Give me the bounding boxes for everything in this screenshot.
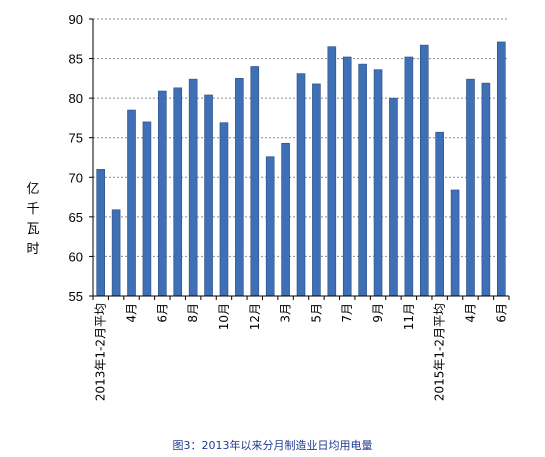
bar — [419, 44, 429, 297]
bar — [342, 56, 352, 297]
x-tick-label: 2013年1-2月平均 — [94, 303, 108, 401]
chart-caption: 图3：2013年以来分月制造业日均用电量 — [172, 439, 373, 452]
x-tick-label: 12月 — [248, 303, 262, 330]
bar — [204, 94, 213, 297]
bar — [496, 41, 506, 297]
y-tick-label: 55 — [69, 289, 83, 304]
x-tick-label: 5月 — [309, 303, 323, 323]
y-tick-label: 70 — [69, 170, 83, 185]
bar — [296, 73, 306, 297]
bar — [373, 69, 383, 297]
y-axis-label-char: 瓦 — [26, 222, 39, 237]
x-tick-label: 10月 — [217, 303, 231, 330]
x-tick-label: 4月 — [125, 303, 139, 323]
y-axis-label-char: 亿 — [26, 182, 39, 197]
bar — [435, 131, 444, 297]
bar — [450, 189, 460, 297]
bar — [404, 56, 414, 297]
bar — [219, 122, 229, 297]
x-tick-labels: 2013年1-2月平均 4月 6月 8月 10月 12月 3月 5月 7月 9月 11月 2015年1… — [94, 303, 509, 401]
axes — [89, 18, 510, 300]
y-tick-label: 65 — [69, 210, 83, 225]
bar — [158, 90, 167, 297]
bar — [235, 78, 244, 297]
bar — [142, 121, 152, 297]
y-tick-label: 85 — [69, 52, 83, 67]
bar — [389, 97, 398, 297]
x-tick-label: 11月 — [402, 303, 416, 330]
bar — [358, 63, 367, 297]
x-tick-label: 8月 — [186, 303, 200, 323]
bar — [327, 46, 337, 297]
x-tick-label: 2015年1-2月平均 — [433, 303, 447, 401]
bar — [127, 109, 136, 297]
bar — [111, 209, 121, 297]
y-tick-label: 90 — [69, 12, 83, 27]
bar — [173, 87, 183, 297]
bar — [250, 66, 260, 297]
y-tick-labels: 55 60 65 70 75 80 85 90 — [69, 12, 83, 304]
x-tick-label: 9月 — [371, 303, 385, 323]
x-tick-label: 6月 — [494, 303, 508, 323]
y-tick-label: 80 — [69, 91, 83, 106]
y-axis-label-char: 时 — [26, 242, 39, 257]
bars — [96, 41, 506, 297]
bar — [96, 169, 106, 297]
bar-chart: 55 60 65 70 75 80 85 90 2013年1-2月平均 4月 6月 8月 10月 12月… — [26, 12, 510, 401]
y-axis-label-char: 千 — [26, 202, 39, 217]
y-tick-label: 75 — [69, 131, 83, 146]
bar — [481, 82, 491, 297]
bar — [188, 78, 198, 297]
x-tick-label: 7月 — [340, 303, 354, 323]
bar — [281, 142, 290, 297]
x-tick-label: 6月 — [155, 303, 169, 323]
bar — [265, 156, 275, 297]
x-tick-label: 4月 — [463, 303, 477, 323]
y-tick-label: 60 — [69, 249, 83, 264]
bar — [312, 83, 321, 297]
x-tick-label: 3月 — [279, 303, 293, 323]
bar — [466, 78, 475, 297]
